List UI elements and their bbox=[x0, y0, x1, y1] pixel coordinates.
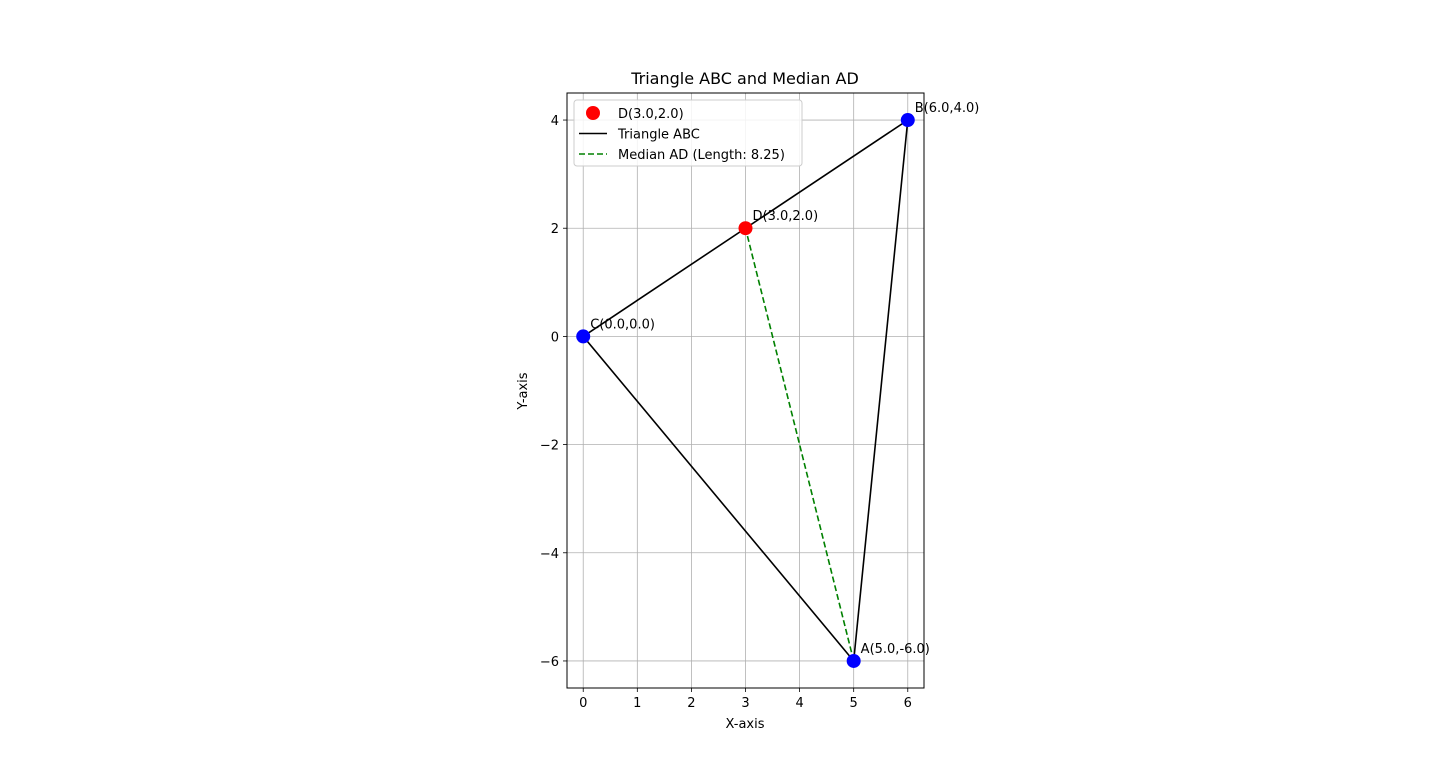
point-d-label: D(3.0,2.0) bbox=[753, 209, 819, 224]
legend: D(3.0,2.0) Triangle ABC Median AD (Length:… bbox=[573, 99, 803, 167]
x-axis-label: X-axis bbox=[726, 717, 765, 732]
x-tick-label: 3 bbox=[741, 696, 749, 711]
y-tick-label: −6 bbox=[540, 655, 559, 670]
point-c-label: C(0.0,0.0) bbox=[590, 317, 655, 332]
point-b-label: B(6.0,4.0) bbox=[915, 101, 980, 116]
point-a-label: A(5.0,-6.0) bbox=[861, 642, 930, 657]
legend-label: Median AD (Length: 8.25) bbox=[618, 148, 785, 163]
x-tick-label: 0 bbox=[579, 696, 587, 711]
x-tick-label: 2 bbox=[687, 696, 695, 711]
grid bbox=[567, 93, 924, 688]
legend-label: D(3.0,2.0) bbox=[618, 107, 684, 122]
y-axis-label: Y-axis bbox=[516, 372, 531, 410]
x-tick-label: 5 bbox=[850, 696, 858, 711]
legend-label: Triangle ABC bbox=[617, 128, 700, 143]
points-layer: A(5.0,-6.0) B(6.0,4.0) C(0.0,0.0) D(3.0,2.0… bbox=[576, 101, 979, 668]
legend-box bbox=[573, 99, 803, 167]
point-d bbox=[738, 221, 753, 236]
y-tick-label: 2 bbox=[551, 222, 559, 237]
x-tick-label: 1 bbox=[633, 696, 641, 711]
median-line bbox=[744, 228, 855, 662]
point-c bbox=[576, 329, 591, 344]
y-tick-label: −4 bbox=[540, 547, 559, 562]
point-a bbox=[846, 653, 861, 668]
legend-marker bbox=[586, 106, 600, 120]
y-tick-label: 0 bbox=[551, 330, 559, 345]
x-tick-label: 6 bbox=[904, 696, 912, 711]
ticks-layer: 0 1 2 3 4 5 6 −6 −4 −2 0 2 4 bbox=[540, 114, 912, 711]
chart-title: Triangle ABC and Median AD bbox=[630, 69, 859, 88]
y-tick-label: −2 bbox=[540, 439, 559, 454]
point-b bbox=[900, 113, 915, 128]
x-tick-label: 4 bbox=[795, 696, 803, 711]
y-tick-label: 4 bbox=[551, 114, 559, 129]
